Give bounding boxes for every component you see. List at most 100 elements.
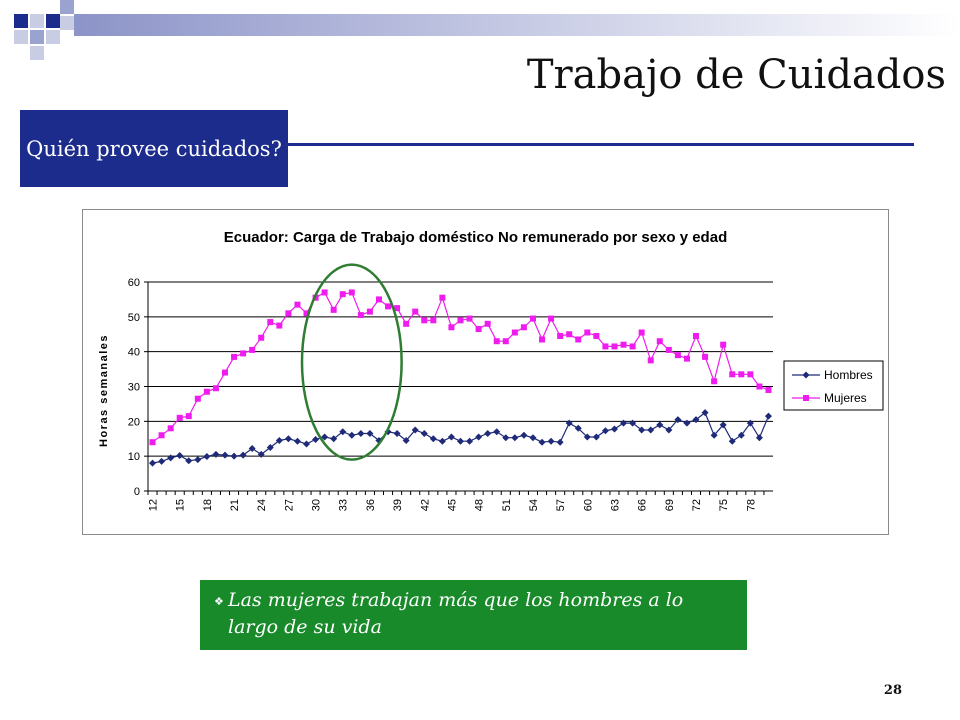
data-point-hombres [674,416,682,424]
data-point-hombres [248,445,256,453]
data-point-mujeres [294,301,301,308]
data-point-mujeres [702,353,709,360]
data-point-hombres [710,431,718,439]
x-tick-label: 60 [582,499,594,511]
data-point-hombres [511,434,519,442]
data-point-mujeres [357,312,364,319]
data-point-hombres [755,434,763,442]
x-tick-label: 72 [691,499,703,511]
data-point-hombres [221,451,229,459]
x-tick-label: 12 [148,499,160,511]
data-point-mujeres [720,341,727,348]
x-tick-label: 33 [338,499,350,511]
legend-label: Mujeres [824,391,867,405]
data-point-hombres [303,440,311,448]
data-point-hombres [665,426,673,434]
data-point-mujeres [457,317,464,324]
data-point-mujeres [366,308,373,315]
data-point-mujeres [484,320,491,327]
data-point-hombres [312,435,320,443]
data-point-hombres [330,435,338,443]
data-point-mujeres [321,289,328,296]
data-point-mujeres [557,332,564,339]
chart-frame: Ecuador: Carga de Trabajo doméstico No r… [82,209,889,535]
note-box: ❖ Las mujeres trabajan más que los hombr… [200,580,747,650]
data-point-hombres [275,436,283,444]
data-point-hombres [149,459,157,467]
data-point-mujeres [158,432,165,439]
x-tick-label: 24 [256,499,268,511]
data-point-hombres [466,437,474,445]
data-point-mujeres [194,395,201,402]
data-point-mujeres [448,324,455,331]
data-point-mujeres [520,324,527,331]
legend-label: Hombres [824,368,873,382]
data-point-mujeres [339,291,346,298]
data-point-mujeres [593,332,600,339]
data-point-hombres [629,419,637,427]
data-point-hombres [447,433,455,441]
data-point-mujeres [475,326,482,333]
data-point-hombres [203,453,211,461]
y-tick-label: 0 [134,486,140,498]
data-point-hombres [212,450,220,458]
y-tick-label: 10 [128,451,140,463]
x-tick-label: 66 [637,499,649,511]
data-point-mujeres [303,310,310,317]
data-point-mujeres [348,289,355,296]
data-point-mujeres [566,331,573,338]
data-point-mujeres [602,343,609,350]
data-point-hombres [610,425,618,433]
x-tick-label: 39 [392,499,404,511]
data-point-mujeres [729,371,736,378]
data-point-mujeres [421,317,428,324]
data-point-hombres [457,437,464,445]
x-tick-label: 21 [229,499,241,511]
data-point-mujeres [611,343,618,350]
x-tick-label: 18 [202,499,214,511]
y-tick-label: 60 [128,277,140,289]
note-text: Las mujeres trabajan más que los hombres… [228,589,684,638]
data-point-mujeres [629,343,636,350]
data-point-mujeres [221,369,228,376]
data-point-hombres [638,426,646,434]
data-point-mujeres [466,315,473,322]
data-point-mujeres [584,329,591,336]
data-point-mujeres [375,296,382,303]
line-chart: Ecuador: Carga de Trabajo doméstico No r… [98,229,884,511]
data-point-mujeres [511,329,518,336]
data-point-mujeres [276,322,283,329]
data-point-hombres [728,437,736,445]
y-tick-label: 30 [128,382,140,394]
data-point-hombres [502,434,510,442]
x-tick-label: 54 [528,499,540,511]
data-point-mujeres [493,338,500,345]
data-point-hombres [547,437,555,445]
data-point-hombres [357,430,365,438]
data-point-mujeres [403,320,410,327]
y-tick-label: 20 [128,416,140,428]
data-point-mujeres [249,346,256,353]
data-point-hombres [194,456,202,464]
x-tick-label: 51 [501,499,513,511]
data-point-hombres [239,451,247,459]
data-point-hombres [185,457,193,465]
x-tick-label: 27 [283,499,295,511]
corner-decoration [14,0,960,60]
data-point-mujeres [330,306,337,313]
data-point-hombres [366,430,374,438]
data-point-mujeres [167,425,174,432]
chart-title: Ecuador: Carga de Trabajo doméstico No r… [224,229,727,246]
data-point-mujeres [267,319,274,326]
data-point-hombres [701,409,709,417]
data-point-mujeres [548,315,555,322]
data-point-mujeres [539,336,546,343]
subtitle-box: Quién provee cuidados? [20,110,288,187]
data-point-hombres [493,428,501,436]
x-tick-label: 78 [745,499,757,511]
legend-box [783,360,884,411]
y-tick-label: 50 [128,312,140,324]
data-point-hombres [348,431,356,439]
data-point-hombres [764,412,772,420]
data-point-hombres [565,419,573,427]
